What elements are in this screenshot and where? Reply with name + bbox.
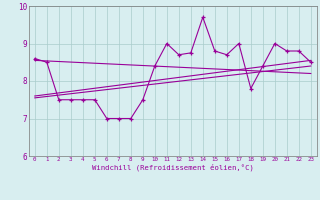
X-axis label: Windchill (Refroidissement éolien,°C): Windchill (Refroidissement éolien,°C): [92, 164, 254, 171]
